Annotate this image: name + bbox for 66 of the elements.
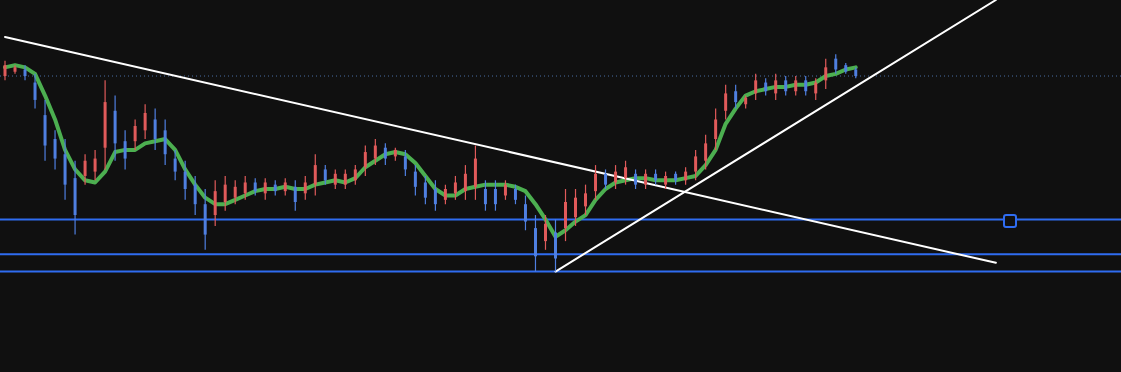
candlestick [523,194,527,231]
candlestick [33,73,37,110]
candlestick [233,179,237,205]
candlestick [543,214,547,251]
candlestick [804,75,808,97]
candlestick [824,58,828,90]
candlestick [513,184,517,205]
candlestick [163,118,167,166]
candlestick [794,75,798,97]
candlestick [584,184,588,216]
candlestick [423,175,427,205]
candlestick [503,179,507,201]
candlestick [303,175,307,201]
candlestick [143,103,147,140]
candlestick [153,108,157,151]
candlestick [223,175,227,212]
candlestick [644,168,648,190]
candlestick [724,84,728,121]
candlestick [193,175,197,216]
candlestick [403,149,407,177]
candlestick [814,77,818,101]
candlestick [123,129,127,171]
candlestick [293,179,297,212]
candlestick [714,108,718,151]
candlestick [243,175,247,201]
candlestick [413,164,417,197]
candlestick [463,164,467,201]
candlestick [533,214,537,273]
candlestick [383,142,387,166]
candlestick [263,177,267,201]
candlestick [614,164,618,190]
candlestick [574,188,578,227]
candlestick [564,188,567,242]
candlestick [343,168,347,190]
candlestick [93,149,97,181]
candlestick [433,179,437,212]
candlestick [173,149,177,181]
candlestick [3,60,7,81]
candlestick [373,138,377,166]
candlestick [634,168,638,190]
candlestick [133,118,137,151]
candlestick [493,179,497,212]
candlestick [333,168,337,190]
candlestick [624,160,628,186]
candlestick [754,73,758,101]
candlestick [313,153,317,197]
candlestick [734,84,738,110]
candlestick [83,153,87,186]
candlestick [363,144,367,177]
candlestick [53,129,57,171]
candlestick [594,164,598,201]
candlestick [554,218,557,273]
candlestick [704,134,708,171]
candlestick [604,168,608,190]
candlestick [443,184,447,205]
candlestick [183,160,187,201]
candlestick [213,179,217,227]
candlestick [774,73,778,101]
candlestick [323,164,327,186]
candlestick [694,149,698,181]
candlestick [453,175,457,201]
candlestick [784,75,788,97]
candlestick [23,64,27,81]
candlestick [483,179,487,212]
candlestick [834,53,838,75]
candlestick [353,164,357,186]
